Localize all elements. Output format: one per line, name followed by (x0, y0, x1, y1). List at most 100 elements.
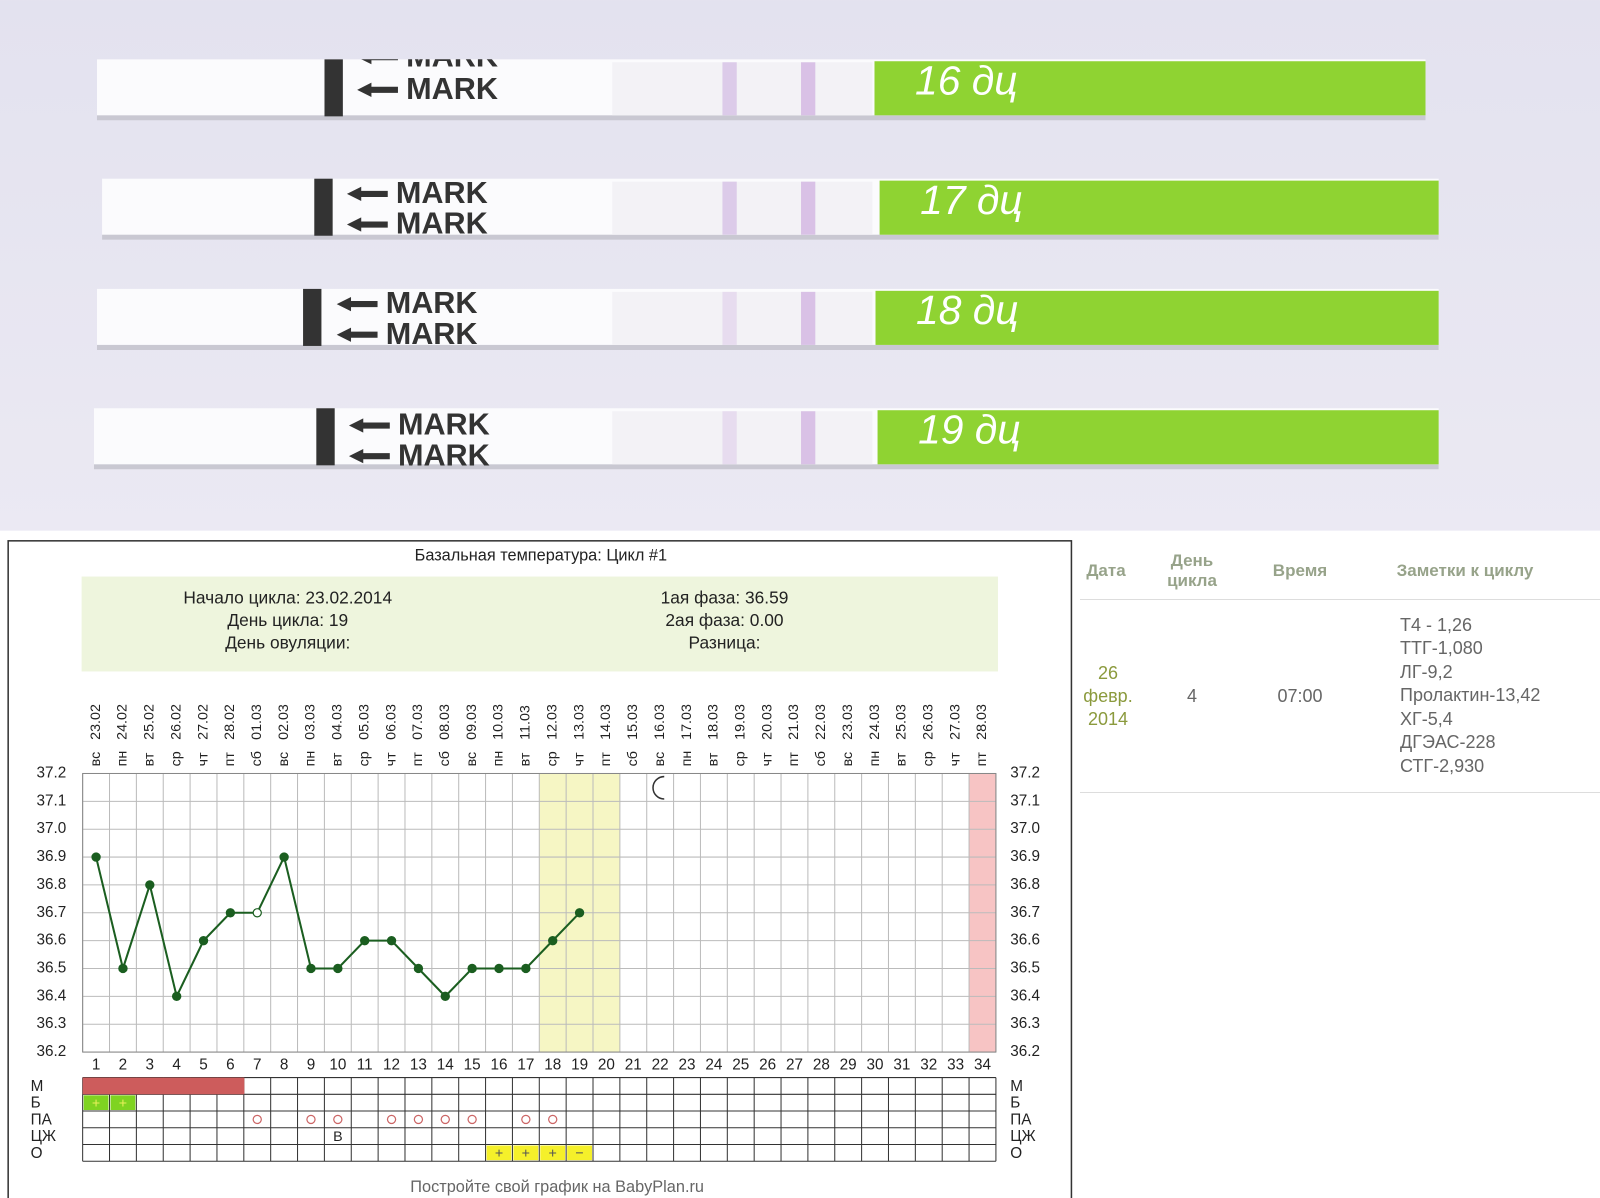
x-tick-label: 4 (172, 1056, 181, 1073)
green-handle (874, 61, 1426, 116)
note-line: ХГ-5,4 (1400, 708, 1453, 729)
weekday-label: пн (303, 751, 319, 767)
y-tick-label: 37.0 (37, 820, 67, 837)
row-label: М (31, 1078, 44, 1095)
mark-text: MARK (398, 408, 490, 442)
y2-tick-label: 36.5 (1010, 960, 1040, 977)
x-tick-label: 9 (307, 1056, 316, 1073)
x-tick-label: 33 (947, 1056, 964, 1073)
x-tick-label: 23 (679, 1056, 696, 1073)
row-label: Б (1010, 1095, 1020, 1112)
date-label: 23.02 (88, 704, 104, 740)
symptom-dot (521, 1114, 531, 1125)
date-label: 20.03 (759, 704, 775, 740)
note-line: ТТГ-1,080 (1400, 638, 1483, 659)
x-tick-label: 31 (893, 1056, 910, 1073)
arrow (346, 217, 388, 232)
y-tick-label: 36.4 (37, 987, 67, 1004)
weekday-label: чт (383, 752, 399, 766)
x-tick-label: 15 (464, 1056, 481, 1073)
date-label: 24.03 (867, 704, 883, 740)
symptom-cell (163, 1077, 191, 1095)
weekday-label: пн (491, 751, 507, 767)
symptom-cell (136, 1077, 164, 1095)
y-tick-label: 36.8 (37, 876, 67, 893)
row-label: ЦЖ (31, 1128, 56, 1145)
date-label: 24.02 (115, 704, 131, 740)
y2-tick-label: 37.1 (1010, 792, 1040, 809)
symptom-cell (486, 1145, 512, 1161)
y-tick-label: 37.1 (37, 792, 67, 809)
strip-shadow (96, 115, 1426, 121)
symptom-dot (333, 1114, 343, 1125)
note-line: СТГ-2,930 (1400, 755, 1485, 776)
symptom-dot (306, 1114, 316, 1125)
y2-tick-label: 36.4 (1010, 987, 1040, 1004)
weekday-label: пн (115, 751, 131, 767)
strip-window (612, 62, 873, 116)
symptom-symbol: + (522, 1146, 530, 1162)
weekday-label: вт (706, 752, 722, 766)
row-label: ПА (1010, 1111, 1032, 1128)
data-point (574, 908, 585, 918)
info-text: День овуляции: (225, 632, 350, 652)
x-tick-label: 24 (705, 1056, 723, 1073)
strip-shadow (93, 464, 1439, 470)
date-label: 03.03 (303, 704, 319, 740)
weekday-label: вс (652, 752, 668, 767)
row-label: ЦЖ (1010, 1128, 1035, 1145)
symptom-dot (467, 1114, 477, 1125)
y-tick-label: 36.2 (37, 1043, 67, 1060)
symptom-dot (440, 1114, 450, 1125)
x-tick-label: 1 (92, 1056, 101, 1073)
mark-text: MARK (398, 438, 490, 472)
date-label: 10.03 (491, 704, 507, 740)
symptom-cell (109, 1077, 137, 1095)
weekday-label: чт (571, 752, 587, 766)
table-row: 26 февр. 2014 4 07:00 Т4 - 1,26 ТТГ-1,080… (1080, 600, 1600, 793)
y2-tick-label: 36.6 (1010, 932, 1040, 949)
header-cell: Время (1272, 561, 1328, 580)
date-label: 18.03 (706, 704, 722, 740)
weekday-label: пн (867, 751, 883, 767)
arrow (357, 82, 398, 97)
y-tick-label: 36.5 (37, 960, 67, 977)
date-label: 28.03 (974, 704, 990, 740)
chart-title: Базальная температура: Цикл #1 (415, 546, 667, 564)
date-label: 15.03 (625, 704, 641, 740)
data-point (548, 935, 558, 946)
date-label: 26.03 (921, 704, 937, 740)
symptom-dot (413, 1114, 424, 1125)
weekday-label: пн (679, 751, 695, 767)
symptom-symbol: + (495, 1146, 503, 1162)
y2-tick-label: 37.0 (1010, 820, 1040, 837)
x-tick-label: 16 (490, 1056, 507, 1073)
info-box (81, 576, 998, 672)
date-label: 27.02 (195, 704, 211, 740)
x-tick-label: 3 (146, 1056, 155, 1073)
x-tick-label: 11 (357, 1056, 373, 1073)
date-label: 19.03 (733, 704, 749, 740)
arrow (336, 296, 378, 312)
control-line (722, 181, 737, 235)
symptom-dot (548, 1114, 558, 1125)
date-label: 25.03 (894, 704, 910, 740)
weekday-label: вт (142, 752, 158, 766)
symptom-symbol: − (575, 1146, 583, 1162)
date-label: 06.03 (383, 704, 399, 740)
x-tick-label: 28 (813, 1056, 830, 1073)
x-tick-label: 5 (199, 1056, 208, 1073)
plot-frame (82, 772, 997, 1053)
mark-text: MARK (386, 286, 478, 320)
mark-text: MARK (396, 176, 488, 210)
date-label: 27.03 (947, 704, 963, 740)
strip-window (612, 181, 873, 235)
weekday-label: сб (625, 751, 641, 766)
data-point (91, 852, 101, 862)
weekday-label: вс (88, 752, 104, 767)
date-label: 01.03 (249, 704, 265, 740)
info-text: Разница: (688, 632, 760, 652)
x-tick-label: 29 (840, 1056, 857, 1073)
